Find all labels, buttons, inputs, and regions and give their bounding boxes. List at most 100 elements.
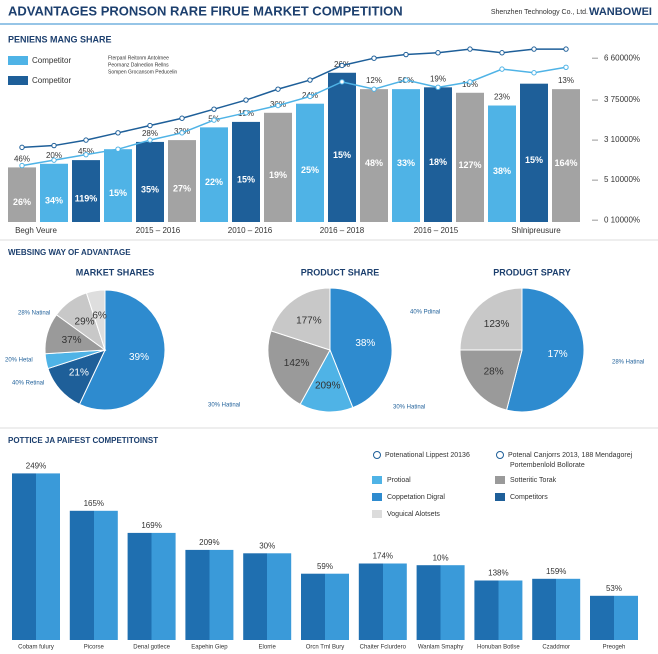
top-label: 45%	[78, 147, 94, 156]
bar-label: 33%	[397, 158, 415, 168]
chart-title: POTTICE JA PAIFEST COMPETITOINST	[8, 436, 158, 445]
slice-label: 177%	[296, 316, 322, 327]
legend-label: Competitor	[32, 56, 71, 65]
bar	[488, 105, 516, 222]
legend-icon	[496, 451, 504, 459]
note: Sompen Grocansom Peducelin	[108, 69, 177, 75]
line-point	[115, 130, 121, 136]
y-tick-label: 3 10000%	[604, 135, 640, 144]
y-tick-label: 5 10000%	[604, 175, 640, 184]
x-label: Eapehin Giep	[191, 645, 228, 651]
bar-label: 27%	[173, 183, 191, 193]
x-label: 2010 – 2016	[228, 226, 273, 235]
y-tick-label: 6 60000%	[604, 53, 640, 62]
note: Fterpanl Reitonm Antolrnee	[108, 55, 169, 61]
slice-label: 6%	[92, 310, 107, 321]
annotation: 30% Hatinal	[393, 405, 425, 411]
x-label: Shlnipreusure	[511, 226, 561, 235]
slice-label: 123%	[484, 319, 510, 330]
line-point	[403, 51, 409, 58]
bar-label: 59%	[317, 562, 333, 571]
brand: WANBOWEI	[589, 6, 652, 18]
x-label: Cobam fulury	[18, 645, 54, 651]
bar-label: 209%	[199, 538, 219, 547]
bar-label: 18%	[429, 157, 447, 167]
top-label: 28%	[142, 129, 158, 138]
bar	[168, 140, 196, 222]
line-point	[467, 79, 473, 85]
legend-label: Competitor	[32, 76, 71, 85]
bar	[136, 141, 164, 222]
line-point	[435, 84, 441, 91]
bar	[358, 563, 407, 640]
x-label: 2016 – 2018	[320, 226, 365, 235]
legend-label: Competitors	[510, 494, 548, 501]
slice-label: 142%	[284, 358, 310, 369]
line-point	[51, 157, 57, 163]
bar-label: 164%	[554, 158, 577, 168]
legend-icon	[373, 451, 381, 459]
line-point	[307, 77, 313, 83]
chart-title: MARKET SHARES	[76, 267, 155, 277]
bar	[40, 163, 68, 222]
top-label: 23%	[494, 93, 510, 102]
pie-slice	[459, 349, 523, 411]
legend-label: Coppetation Digral	[387, 494, 445, 501]
bar	[520, 83, 548, 223]
line-point	[499, 66, 505, 72]
slice-label: 209%	[315, 381, 341, 392]
bar-label: 119%	[75, 193, 98, 203]
line-point	[179, 115, 185, 121]
legend-head: Potenal Canjorrs 2013, 188 Mendagorej	[508, 452, 633, 459]
top-label: 13%	[558, 76, 574, 85]
bar	[200, 127, 228, 222]
bar-label: 127%	[458, 160, 481, 170]
bar-label: 19%	[269, 170, 287, 180]
pie-slice	[459, 287, 523, 351]
bar	[69, 510, 118, 640]
line-series	[21, 48, 566, 149]
bar	[243, 553, 292, 640]
page-title: ADVANTAGES PRONSON RARE FIRUE MARKET COM…	[8, 3, 403, 18]
annotation: 28% Natinal	[18, 311, 50, 317]
line-point	[19, 162, 25, 169]
bar-label: 30%	[259, 541, 275, 550]
line-point	[339, 62, 345, 69]
bar	[301, 573, 349, 640]
bar-label: 38%	[493, 166, 511, 176]
note: Peornanz Dalnedion Rellns	[108, 62, 169, 68]
bar-label: 48%	[365, 158, 383, 168]
line-point	[563, 64, 569, 71]
x-label: Denal gotlece	[133, 645, 170, 651]
line-point	[243, 110, 249, 116]
top-label: 19%	[430, 74, 446, 83]
bar	[532, 578, 581, 640]
line-point	[371, 55, 377, 61]
line-series	[21, 66, 567, 167]
x-label: Czaddmor	[542, 645, 570, 651]
bar	[264, 112, 292, 222]
legend-label: Protioal	[387, 477, 411, 484]
top-label: 46%	[14, 155, 30, 164]
legend-swatch	[372, 493, 382, 501]
line-point	[275, 86, 281, 92]
line-point	[51, 142, 57, 149]
line-point	[19, 144, 25, 151]
line-point	[115, 146, 121, 152]
pie-slice	[505, 287, 585, 413]
slice-label: 29%	[75, 316, 95, 327]
x-label: Honuban Botlse	[477, 645, 520, 651]
legend-head: Potenational Lippest 20136	[385, 452, 470, 459]
pie-slice	[299, 348, 354, 413]
legend-swatch	[495, 476, 505, 484]
annotation: 40% Pdinal	[410, 310, 440, 316]
annotation: 30% Hatinal	[208, 403, 240, 409]
bar	[185, 549, 234, 640]
bar	[104, 149, 132, 222]
slice-label: 38%	[355, 338, 375, 349]
legend-swatch	[8, 76, 28, 85]
bar	[12, 473, 60, 640]
bar	[552, 89, 580, 222]
